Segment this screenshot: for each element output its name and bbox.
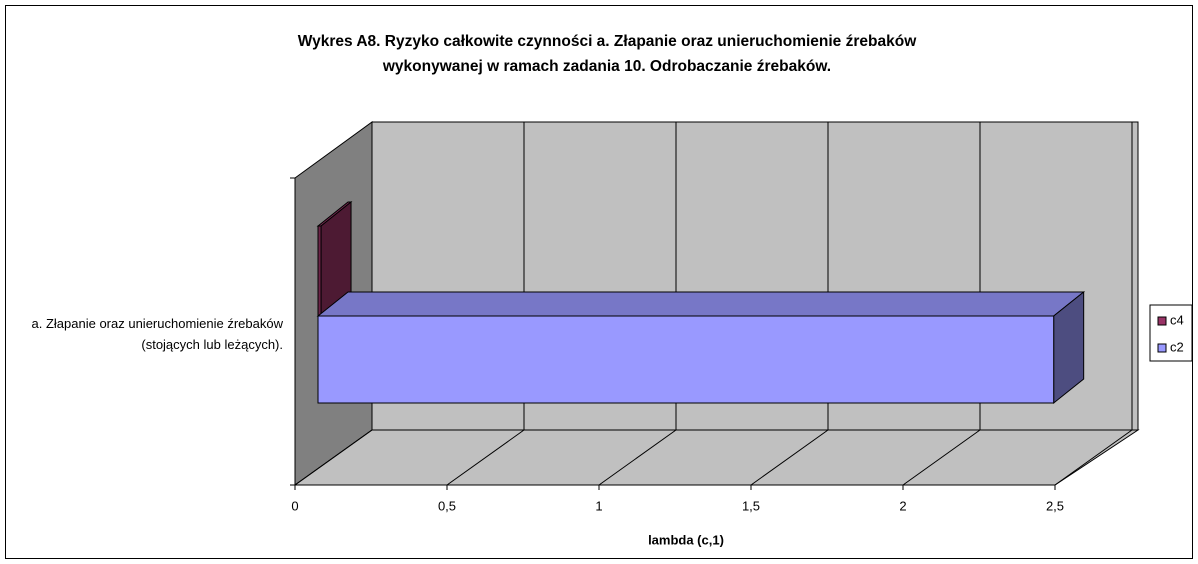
x-tick-label: 1,5 bbox=[742, 498, 760, 513]
legend-swatch bbox=[1157, 316, 1167, 326]
bar bbox=[317, 225, 322, 317]
legend-box bbox=[1149, 304, 1193, 362]
x-tick-label: 1 bbox=[595, 498, 602, 513]
legend-label: c4 bbox=[1170, 312, 1184, 327]
x-tick-label: 0,5 bbox=[438, 498, 456, 513]
legend-label: c2 bbox=[1170, 339, 1184, 354]
chart-title: Wykres A8. Ryzyko całkowite czynności a.… bbox=[298, 33, 917, 50]
x-tick-label: 0 bbox=[291, 498, 298, 513]
grid-line bbox=[598, 429, 677, 486]
grid-line bbox=[446, 429, 525, 486]
legend-swatch bbox=[1157, 343, 1167, 353]
chart-title: wykonywanej w ramach zadania 10. Odrobac… bbox=[382, 58, 831, 75]
bar-top bbox=[316, 291, 1086, 317]
grid-line bbox=[294, 429, 373, 486]
x-axis-title: lambda (c,1) bbox=[648, 532, 724, 547]
grid-line bbox=[902, 429, 981, 486]
category-label: a. Złapanie oraz unieruchomienie źrebakó… bbox=[31, 316, 283, 352]
floor bbox=[293, 429, 1140, 486]
bar bbox=[317, 315, 1055, 404]
x-tick-label: 2,5 bbox=[1046, 498, 1064, 513]
grid-line bbox=[750, 429, 829, 486]
grid-line bbox=[1054, 429, 1133, 486]
x-tick-label: 2 bbox=[899, 498, 906, 513]
